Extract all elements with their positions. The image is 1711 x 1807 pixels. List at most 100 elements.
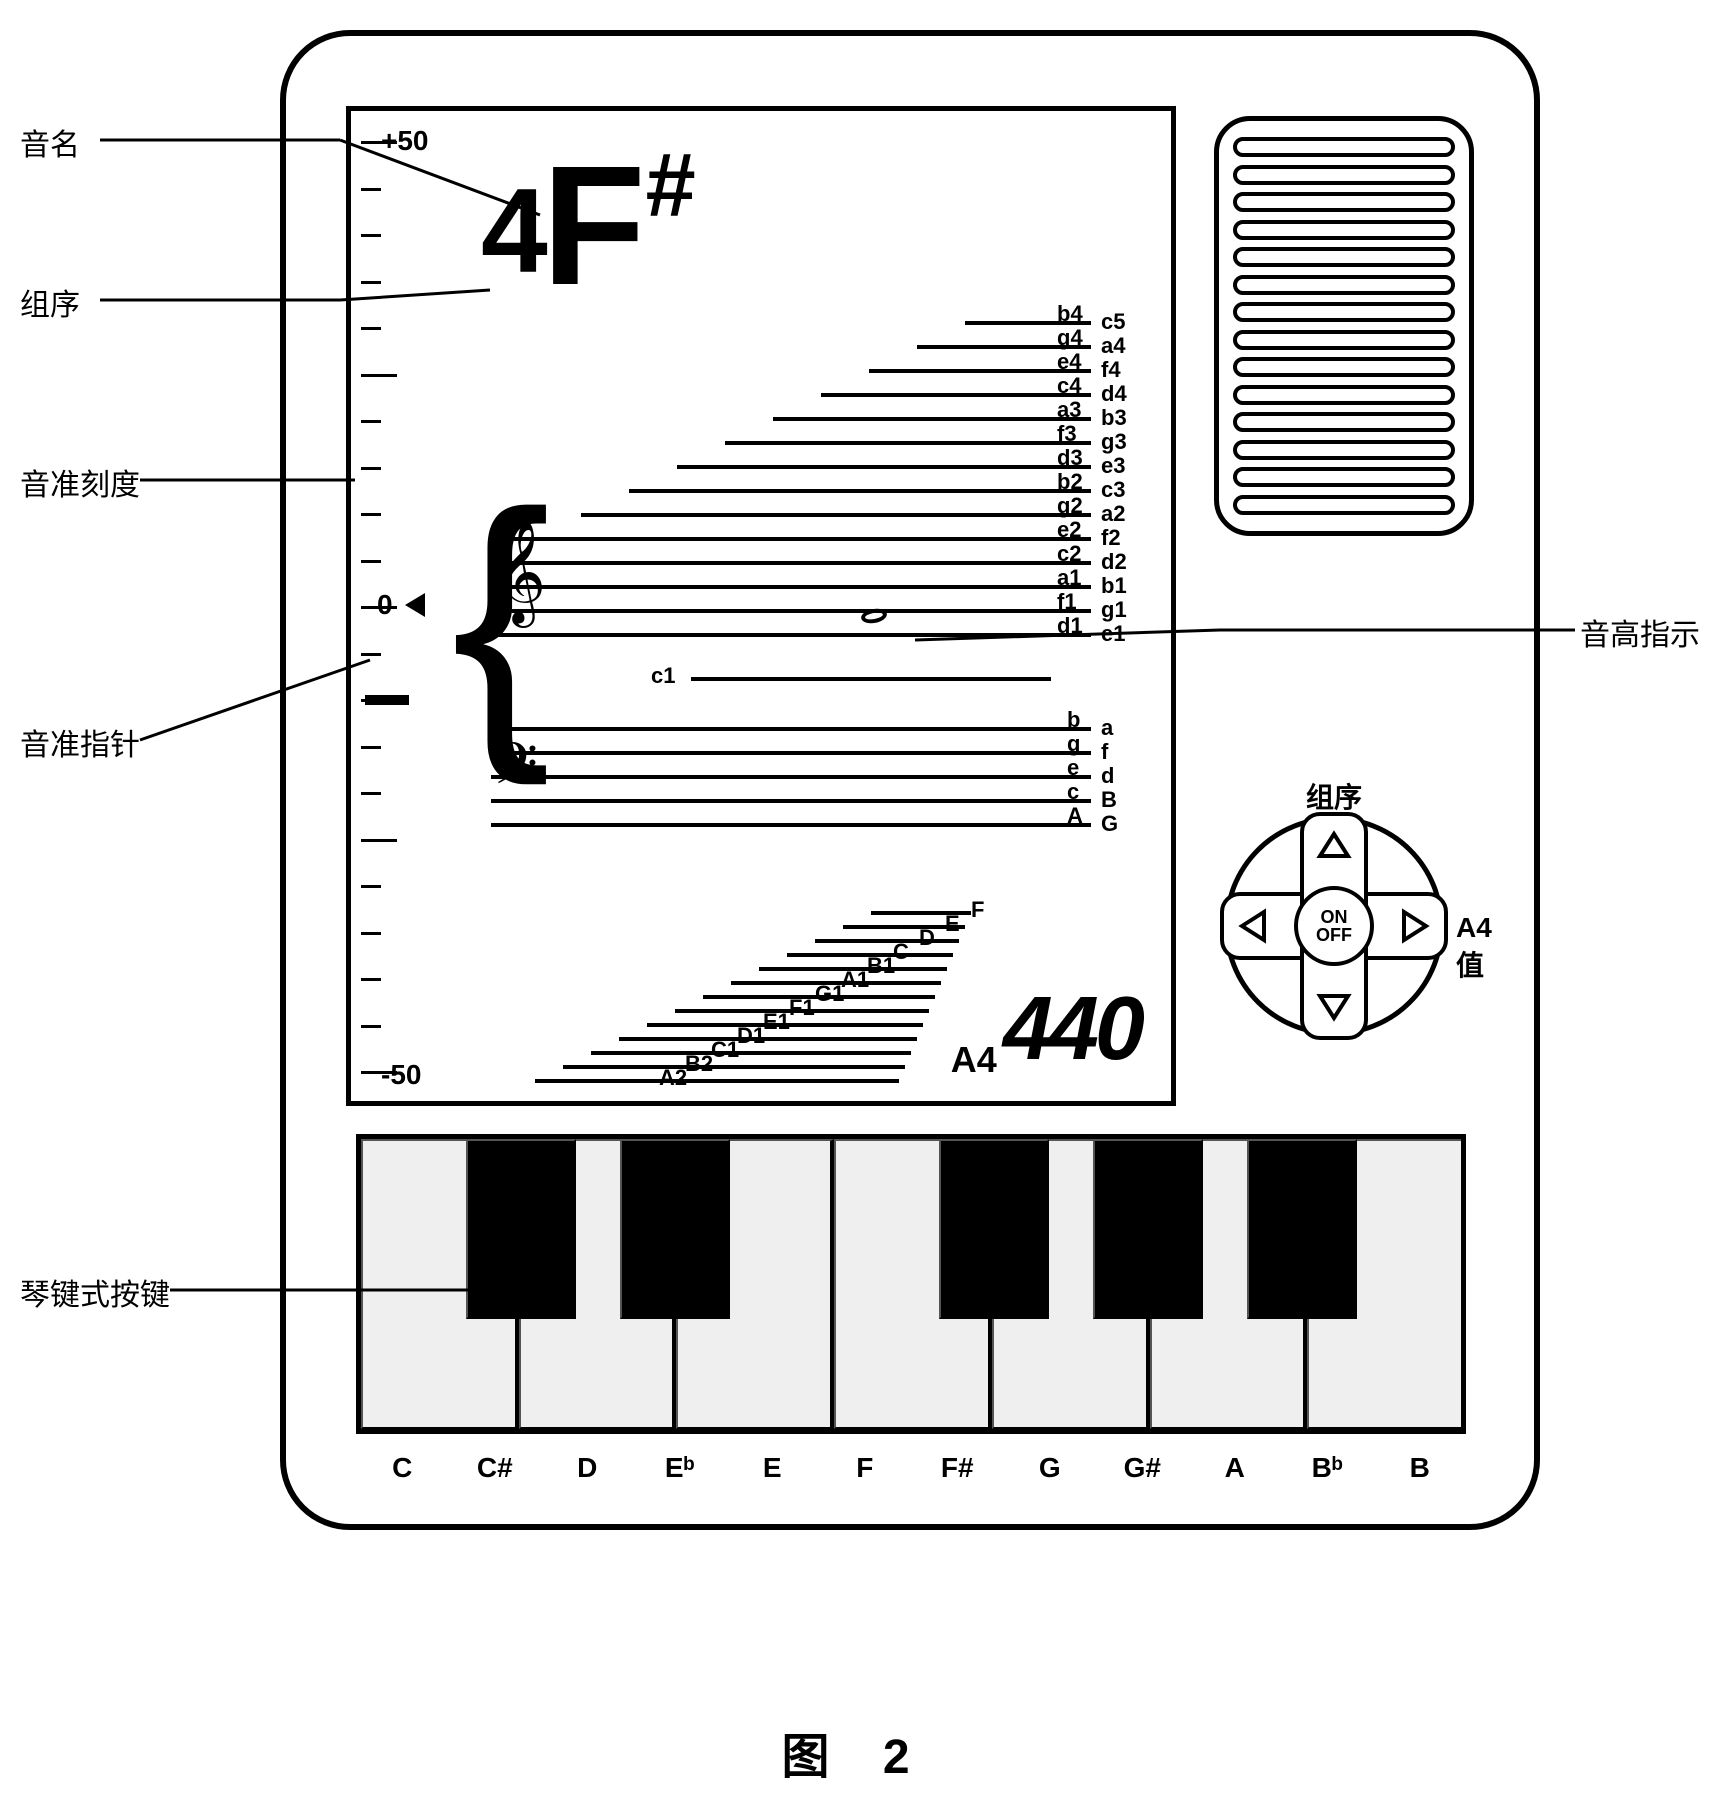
staff-line <box>491 799 1091 803</box>
key-label: Eᵇ <box>634 1452 727 1484</box>
black-key[interactable] <box>1093 1139 1203 1319</box>
speaker-slot <box>1233 165 1455 185</box>
callout-cent-scale: 音准刻度 <box>20 460 140 504</box>
note-display: 4 F # <box>481 141 690 311</box>
speaker-slot <box>1233 440 1455 460</box>
cent-scale: +50 0 -50 <box>361 131 421 1081</box>
note-accidental: # <box>646 141 690 231</box>
note-label: d1 <box>1057 613 1083 639</box>
staff-display: { 𝄞 𝄢 b4c5g4a4e4f4c4d4a3b3f3g3d3e3b2c3g2… <box>451 321 1161 901</box>
key-label: A <box>1189 1452 1282 1484</box>
note-label: G <box>1101 811 1118 837</box>
a4-value: 440 <box>1003 978 1141 1081</box>
note-label: c2 <box>1057 541 1081 567</box>
note-label: c5 <box>1101 309 1125 335</box>
note-label: f2 <box>1101 525 1121 551</box>
black-key[interactable] <box>620 1139 730 1319</box>
black-key[interactable] <box>939 1139 1049 1319</box>
note-label: b4 <box>1057 301 1083 327</box>
scale-bottom-label: -50 <box>381 1059 421 1091</box>
speaker-grille <box>1214 116 1474 536</box>
dpad-center-button[interactable]: ON OFF <box>1294 886 1374 966</box>
dpad: 组序 A4值 ON OFF <box>1224 816 1444 1036</box>
note-label: f1 <box>1057 589 1077 615</box>
speaker-slot <box>1233 385 1455 405</box>
note-label: b2 <box>1057 469 1083 495</box>
low-ledger-line <box>591 1051 911 1055</box>
middle-c-line <box>691 677 1051 681</box>
staff-line <box>821 393 1091 397</box>
black-key[interactable] <box>1247 1139 1357 1319</box>
a4-display: A4 440 <box>951 978 1141 1081</box>
note-label: C1 <box>711 1037 739 1063</box>
low-ledger-line <box>815 939 959 943</box>
scale-tick <box>361 467 381 470</box>
scale-tick <box>361 234 381 237</box>
figure: +50 0 -50 4 F # { 𝄞 𝄢 b4c5g4a4e4f4c4d4a3… <box>20 20 1691 1787</box>
note-label: g <box>1067 731 1080 757</box>
note-label: G1 <box>815 981 844 1007</box>
note-label: A1 <box>841 967 869 993</box>
speaker-slot <box>1233 495 1455 515</box>
key-label: G <box>1004 1452 1097 1484</box>
cent-pointer <box>365 695 409 705</box>
speaker-slot <box>1233 220 1455 240</box>
note-label: g3 <box>1101 429 1127 455</box>
note-label: e1 <box>1101 621 1125 647</box>
note-label: E <box>945 911 960 937</box>
note-label: a4 <box>1101 333 1125 359</box>
note-label: D <box>919 925 935 951</box>
scale-tick <box>361 932 381 935</box>
speaker-slot <box>1233 357 1455 377</box>
staff-line <box>491 609 1091 613</box>
scale-tick <box>361 746 381 749</box>
key-label: F <box>819 1452 912 1484</box>
lcd-screen: +50 0 -50 4 F # { 𝄞 𝄢 b4c5g4a4e4f4c4d4a3… <box>346 106 1176 1106</box>
staff-line <box>491 727 1091 731</box>
staff-line <box>677 465 1091 469</box>
note-label: g1 <box>1101 597 1127 623</box>
note-label: B <box>1101 787 1117 813</box>
black-key[interactable] <box>466 1139 576 1319</box>
key-label: D <box>541 1452 634 1484</box>
scale-tick <box>361 141 397 144</box>
note-label: a <box>1101 715 1113 741</box>
scale-tick <box>361 327 381 330</box>
staff-line <box>491 561 1091 565</box>
key-labels: CC#DEᵇEFF#GG#ABᵇB <box>356 1452 1466 1484</box>
key-label: G# <box>1096 1452 1189 1484</box>
callout-cent-pointer: 音准指针 <box>20 720 140 764</box>
note-label: e4 <box>1057 349 1081 375</box>
speaker-slot <box>1233 247 1455 267</box>
scale-tick <box>361 792 381 795</box>
low-ledger-line <box>619 1037 917 1041</box>
scale-zero-label: 0 <box>377 589 393 621</box>
speaker-slot <box>1233 137 1455 157</box>
scale-tick <box>361 188 381 191</box>
note-label: F <box>971 897 984 923</box>
note-label: f <box>1101 739 1108 765</box>
note-label: a1 <box>1057 565 1081 591</box>
staff-line <box>725 441 1091 445</box>
staff-line <box>581 513 1091 517</box>
speaker-slot <box>1233 275 1455 295</box>
note-label: d3 <box>1057 445 1083 471</box>
a4-label: A4 <box>951 1039 997 1081</box>
speaker-slot <box>1233 330 1455 350</box>
callout-note-name: 音名 <box>20 120 80 164</box>
staff-line <box>491 751 1091 755</box>
scale-tick <box>361 978 381 981</box>
key-label: B <box>1374 1452 1467 1484</box>
scale-tick <box>361 513 381 516</box>
note-label: E1 <box>763 1009 790 1035</box>
scale-tick <box>361 281 381 284</box>
figure-caption: 图 2 <box>781 1717 929 1787</box>
speaker-slot <box>1233 467 1455 487</box>
dpad-top-label: 组序 <box>1306 776 1362 816</box>
note-label: D1 <box>737 1023 765 1049</box>
staff-line <box>491 633 1091 637</box>
staff-line <box>773 417 1091 421</box>
note-label: d2 <box>1101 549 1127 575</box>
note-label: c4 <box>1057 373 1081 399</box>
note-label: A2 <box>659 1065 687 1091</box>
